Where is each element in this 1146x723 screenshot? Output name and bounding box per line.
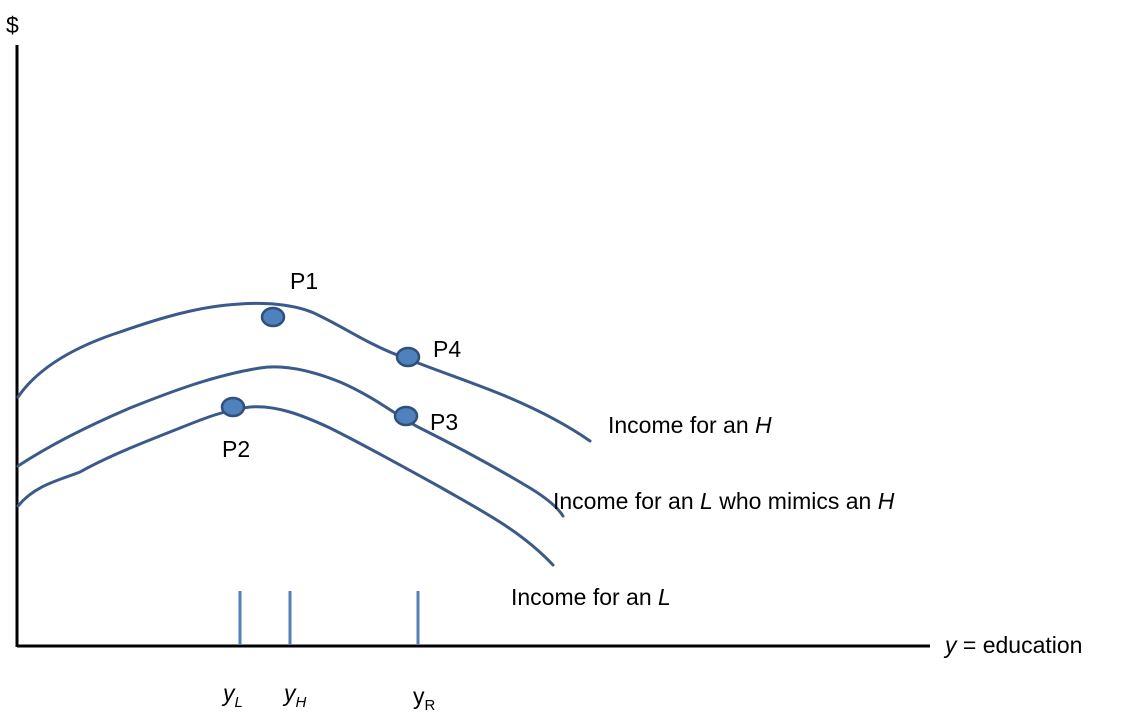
- tick-label-yL-main: y: [223, 680, 235, 706]
- label-p2: P2: [222, 436, 251, 462]
- point-p2: [220, 396, 246, 418]
- x-axis-label: y = education: [945, 634, 1082, 657]
- point-p3: [393, 405, 419, 427]
- label-income-h-var: H: [755, 412, 772, 438]
- label-income-mimic: Income for an L who mimics an H: [553, 490, 894, 513]
- tick-label-yL-sub: L: [234, 694, 243, 711]
- label-income-h-pre: Income for an: [608, 412, 756, 438]
- curve-income-l: [16, 405, 555, 567]
- tick-label-yH-sub: H: [295, 694, 307, 711]
- tick-label-yH-main: y: [284, 680, 296, 706]
- label-income-h: Income for an H: [608, 414, 772, 437]
- tick-label-yH: yH: [284, 680, 306, 711]
- tick-label-yL: yL: [223, 680, 243, 711]
- x-axis-label-var: y: [945, 632, 957, 658]
- label-income-l: Income for an L: [511, 586, 671, 609]
- x-axis-label-rest: = education: [956, 632, 1083, 658]
- label-income-mimic-var2: H: [877, 488, 895, 514]
- tick-label-yR-sub: R: [424, 697, 436, 714]
- label-income-mimic-pre: Income for an: [553, 488, 701, 514]
- label-p4: P4: [433, 336, 462, 362]
- label-p1: P1: [290, 268, 319, 294]
- point-p1: [260, 306, 286, 328]
- y-axis-label: $: [6, 12, 19, 38]
- tick-label-yR-main: y: [413, 683, 425, 709]
- point-p4: [395, 346, 421, 368]
- curve-income-h: [16, 301, 592, 443]
- label-p3: P3: [430, 409, 459, 435]
- label-income-mimic-var: L: [700, 488, 713, 514]
- label-income-l-pre: Income for an: [511, 584, 659, 610]
- label-income-mimic-mid: who mimics an: [712, 488, 878, 514]
- label-income-l-var: L: [658, 584, 671, 610]
- curve-income-l-mimics-h: [16, 365, 565, 518]
- tick-label-yR: yR: [413, 683, 435, 714]
